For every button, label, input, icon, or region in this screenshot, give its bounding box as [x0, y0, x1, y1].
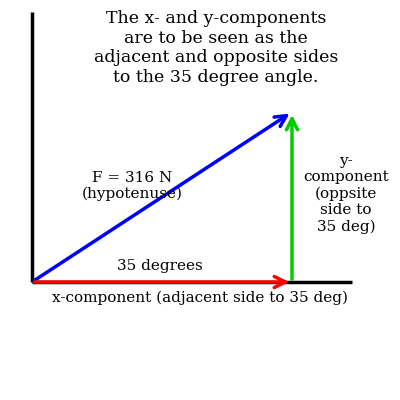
Text: The x- and y-components
are to be seen as the
adjacent and opposite sides
to the: The x- and y-components are to be seen a… — [94, 10, 338, 86]
Text: F = 316 N
(hypotenuse): F = 316 N (hypotenuse) — [82, 171, 182, 201]
Text: 35 degrees: 35 degrees — [117, 259, 203, 273]
Text: x-component (adjacent side to 35 deg): x-component (adjacent side to 35 deg) — [52, 291, 348, 305]
Text: y-
component
(oppsite
side to
35 deg): y- component (oppsite side to 35 deg) — [303, 154, 389, 234]
